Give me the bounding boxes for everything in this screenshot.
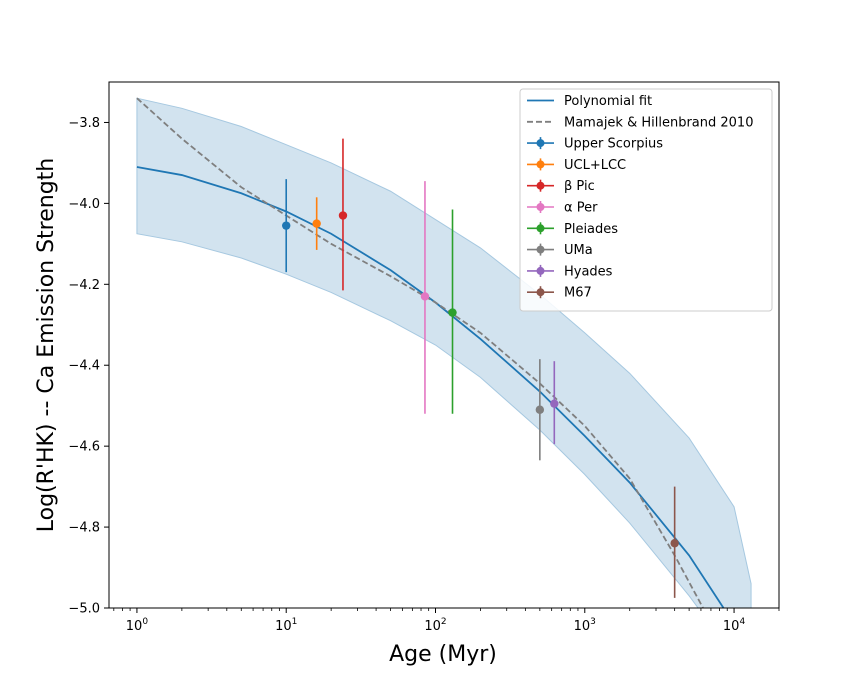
- x-tick-label: 101: [275, 617, 297, 634]
- legend-label: β Pic: [564, 179, 595, 194]
- legend-marker-swatch: [536, 160, 545, 169]
- legend-label: M67: [564, 286, 592, 301]
- legend-label: α Per: [564, 201, 598, 216]
- legend-marker-swatch: [536, 181, 545, 190]
- marker: [670, 539, 679, 548]
- x-tick-label: 102: [424, 617, 446, 634]
- legend-item-uma: UMa: [527, 243, 593, 258]
- marker: [420, 292, 430, 301]
- legend-label: UCL+LCC: [564, 158, 626, 173]
- legend-label: Polynomial fit: [564, 94, 652, 109]
- legend-item-upper-scorpius: Upper Scorpius: [527, 137, 663, 152]
- marker: [535, 405, 545, 414]
- y-tick-label: −4.2: [68, 278, 100, 293]
- point-pic: [338, 138, 348, 291]
- fit-lines-layer: [136, 97, 725, 608]
- legend-marker-swatch: [536, 139, 545, 148]
- marker: [312, 219, 321, 228]
- x-tick-label: 103: [574, 617, 596, 634]
- point-uma: [535, 359, 545, 461]
- legend-item-pic: β Pic: [527, 179, 595, 194]
- legend-item-polynomial-fit: Polynomial fit: [527, 94, 652, 109]
- legend: Polynomial fit Mamajek & Hillenbrand 2010…: [519, 88, 773, 312]
- y-tick-label: −5.0: [68, 602, 100, 617]
- legend-marker-swatch: [536, 266, 545, 275]
- y-tick-label: −4.6: [68, 440, 100, 455]
- legend-label: Pleiades: [564, 222, 618, 237]
- marker: [550, 399, 559, 408]
- x-tick-label: 100: [126, 617, 149, 634]
- legend-box: [519, 88, 773, 312]
- marker: [282, 221, 291, 230]
- data-points-layer: [282, 138, 679, 598]
- point-m67: [670, 486, 679, 598]
- marker: [448, 308, 457, 317]
- x-axis-label: Age (Myr): [389, 642, 497, 667]
- point-per: [420, 181, 430, 414]
- plot-frame: [108, 81, 780, 609]
- y-tick-label: −3.8: [68, 116, 100, 131]
- legend-item-pleiades: Pleiades: [527, 222, 618, 237]
- legend-item-m67: M67: [527, 286, 592, 301]
- point-upper-scorpius: [282, 179, 291, 273]
- y-tick-label: −4.8: [68, 521, 100, 536]
- legend-marker-swatch: [536, 224, 545, 233]
- y-tick-label: −4.0: [68, 197, 100, 212]
- uncertainty-band: [136, 97, 752, 608]
- y-tick-label: −4.4: [68, 359, 100, 374]
- x-tick-label: 104: [723, 617, 746, 634]
- legend-label: Hyades: [564, 264, 613, 279]
- y-axis: −5.0 −4.8 −4.6 −4.4 −4.2 −4.0 −3.8: [68, 116, 109, 617]
- line-mamajek-hillenbrand-2010: [136, 97, 704, 608]
- y-axis-label: Log(R'HK) -- Ca Emission Strength: [34, 158, 59, 533]
- point-ucl-lcc: [312, 197, 321, 250]
- legend-marker-swatch: [536, 245, 545, 254]
- x-axis: 100 101 102 103 104: [113, 608, 780, 634]
- legend-marker-swatch: [536, 288, 545, 297]
- point-pleiades: [448, 209, 457, 414]
- legend-item-hyades: Hyades: [527, 264, 613, 279]
- legend-item-ucl-lcc: UCL+LCC: [527, 158, 626, 173]
- marker: [338, 211, 348, 220]
- legend-item-per: α Per: [527, 201, 598, 216]
- legend-label: UMa: [564, 243, 593, 258]
- legend-marker-swatch: [536, 203, 545, 211]
- legend-item-mamajek-hillenbrand-2010: Mamajek & Hillenbrand 2010: [527, 115, 753, 130]
- uncertainty-band-layer: [136, 97, 752, 608]
- legend-label: Mamajek & Hillenbrand 2010: [564, 115, 753, 130]
- legend-label: Upper Scorpius: [564, 137, 663, 152]
- point-hyades: [550, 361, 559, 445]
